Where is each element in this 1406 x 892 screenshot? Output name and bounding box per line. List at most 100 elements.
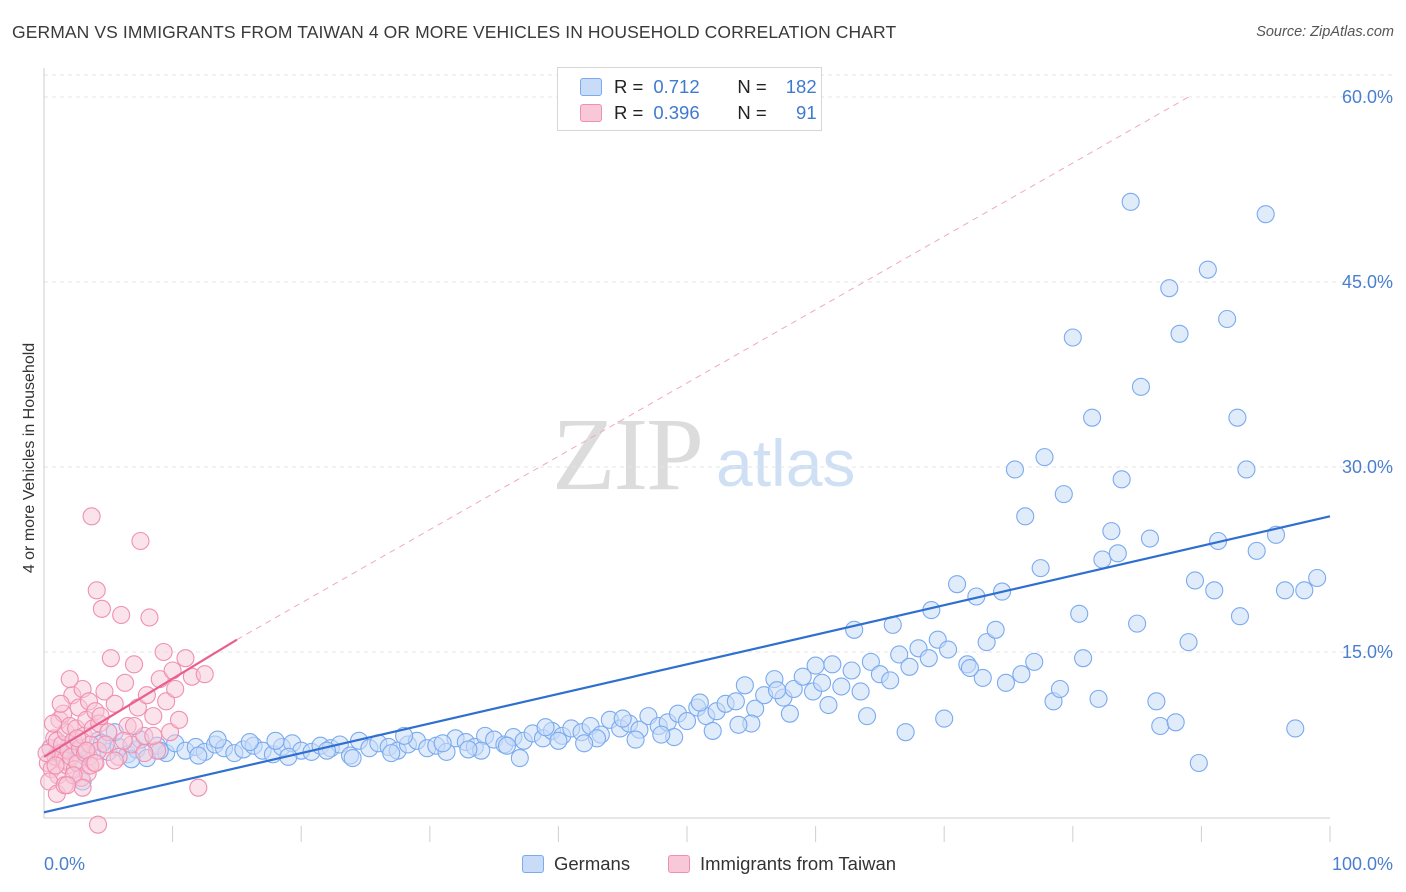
germans-point bbox=[1131, 377, 1151, 396]
taiwan-point bbox=[124, 655, 144, 674]
germans-point bbox=[812, 673, 832, 692]
germans-point bbox=[1005, 460, 1024, 479]
germans-point bbox=[996, 673, 1015, 692]
germans-point bbox=[1074, 649, 1093, 668]
germans-point bbox=[1205, 581, 1224, 600]
legend-r-label: R = bbox=[614, 102, 644, 123]
taiwan-point bbox=[105, 694, 124, 713]
germans-point bbox=[626, 730, 645, 749]
legend-n-label: N = bbox=[737, 76, 767, 97]
taiwan-point bbox=[73, 778, 92, 797]
germans-point bbox=[1160, 279, 1179, 298]
germans-point bbox=[703, 721, 722, 740]
germans-point bbox=[1035, 448, 1054, 467]
germans-point bbox=[823, 655, 842, 674]
taiwan-point bbox=[144, 726, 163, 745]
taiwan-point bbox=[46, 756, 65, 775]
germans-point bbox=[1070, 604, 1089, 623]
germans-point bbox=[1025, 652, 1044, 671]
taiwan-point bbox=[169, 710, 189, 729]
bottom-legend-taiwan: Immigrants from Taiwan bbox=[668, 853, 896, 875]
germans-point bbox=[1286, 719, 1305, 738]
taiwan-point bbox=[131, 531, 150, 551]
taiwan-point bbox=[135, 744, 154, 763]
germans-point bbox=[1089, 689, 1108, 708]
germans-point bbox=[1185, 571, 1205, 590]
watermark-zip: ZIP bbox=[552, 397, 704, 512]
germans-point bbox=[1140, 529, 1160, 548]
germans-point bbox=[208, 730, 227, 749]
germans-point bbox=[1093, 550, 1112, 569]
germans-point bbox=[652, 725, 671, 744]
y-tick-label: 15.0% bbox=[1342, 642, 1393, 662]
source-label: Source: ZipAtlas.com bbox=[1256, 24, 1394, 40]
germans-point bbox=[1170, 324, 1189, 343]
germans-point bbox=[973, 668, 992, 687]
germans-point bbox=[960, 658, 979, 678]
germans-point bbox=[900, 657, 919, 676]
germans-point bbox=[935, 709, 954, 728]
germans-point bbox=[919, 649, 938, 668]
taiwan-point bbox=[144, 707, 163, 726]
bottom-legend-germans: Germans bbox=[522, 853, 630, 875]
germans-point bbox=[806, 656, 825, 675]
chart-title: GERMAN VS IMMIGRANTS FROM TAIWAN 4 OR MO… bbox=[12, 22, 897, 42]
taiwan-point bbox=[58, 776, 77, 795]
germans-point bbox=[842, 661, 861, 680]
germans-point bbox=[459, 740, 478, 759]
germans-point bbox=[497, 736, 517, 755]
germans-point bbox=[861, 652, 880, 671]
germans-point bbox=[1189, 753, 1208, 773]
germans-point bbox=[726, 692, 745, 711]
germans-point bbox=[881, 671, 900, 690]
taiwan-point bbox=[37, 744, 56, 763]
germans-point bbox=[549, 731, 568, 750]
germans-point bbox=[1147, 692, 1166, 711]
legend-row-taiwan: R = 0.396 N = 91 bbox=[580, 100, 817, 126]
germans-point bbox=[1063, 328, 1082, 347]
legend-r-label: R = bbox=[614, 76, 644, 97]
germans-point bbox=[1218, 309, 1237, 329]
germans-point bbox=[1151, 716, 1170, 736]
germans-point bbox=[510, 749, 529, 768]
germans-point bbox=[343, 749, 362, 768]
taiwan-point bbox=[82, 507, 101, 526]
legend-n-taiwan: 91 bbox=[796, 102, 817, 123]
germans-point bbox=[857, 707, 877, 726]
bottom-legend-swatch-germans bbox=[522, 855, 544, 873]
y-tick-label: 30.0% bbox=[1342, 457, 1393, 477]
germans-point bbox=[1083, 408, 1102, 427]
germans-point bbox=[780, 704, 799, 723]
germans-point bbox=[1016, 507, 1035, 526]
taiwan-point bbox=[51, 694, 70, 713]
germans-point bbox=[939, 640, 958, 659]
taiwan-point bbox=[114, 731, 133, 750]
germans-point bbox=[536, 718, 555, 737]
taiwan-point bbox=[60, 670, 79, 689]
germans-point bbox=[1256, 205, 1275, 224]
germans-point bbox=[1012, 665, 1031, 684]
germans-point bbox=[189, 746, 208, 765]
taiwan-point bbox=[157, 692, 176, 711]
taiwan-point bbox=[92, 599, 111, 618]
germans-point bbox=[1166, 713, 1185, 732]
legend-r-taiwan: 0.396 bbox=[653, 102, 700, 123]
germans-point bbox=[395, 726, 414, 745]
taiwan-point bbox=[115, 673, 135, 692]
germans-point bbox=[1275, 581, 1295, 600]
legend-r-germans: 0.712 bbox=[653, 76, 700, 97]
germans-point bbox=[767, 681, 787, 700]
y-tick-label: 45.0% bbox=[1342, 272, 1393, 292]
legend-n-label: N = bbox=[737, 102, 767, 123]
taiwan-trend-extension bbox=[236, 96, 1189, 641]
taiwan-point bbox=[176, 649, 195, 668]
germans-point bbox=[1295, 581, 1314, 600]
taiwan-point bbox=[112, 605, 131, 625]
germans-point bbox=[1308, 568, 1327, 588]
taiwan-point bbox=[140, 608, 159, 627]
germans-point bbox=[948, 575, 967, 594]
germans-point bbox=[819, 695, 838, 715]
germans-point bbox=[266, 731, 285, 750]
germans-point bbox=[1228, 408, 1247, 427]
